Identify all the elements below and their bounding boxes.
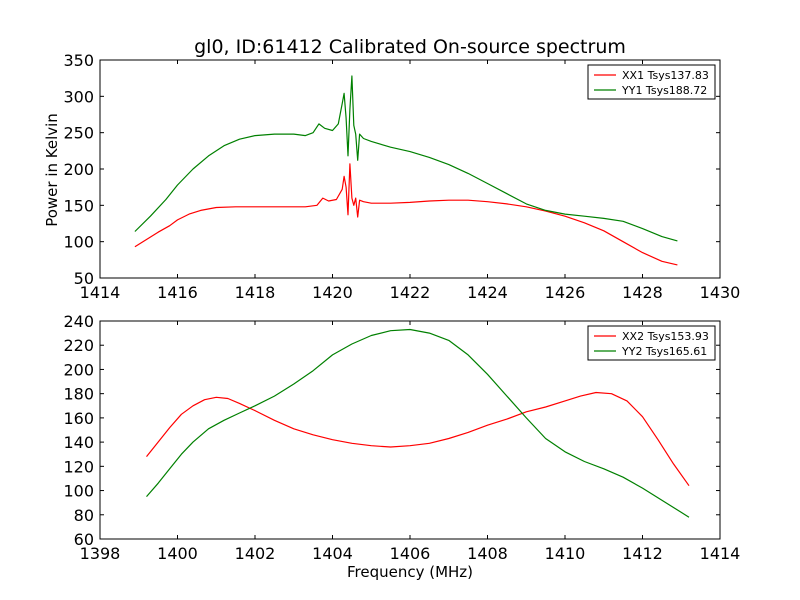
x-tick-label: 1402 [235, 544, 276, 563]
x-tick-label: 1416 [157, 283, 198, 302]
y-tick-label: 80 [74, 506, 94, 525]
series-line-2-1 [146, 391, 690, 487]
y-tick-label: 180 [63, 385, 94, 404]
y-tick-label: 160 [63, 409, 94, 428]
chart-panel-2: 1398 1400 1402 1404 1406 1408 1410 1412 1414 60 80… [63, 312, 740, 563]
series-line-1-1 [134, 163, 678, 266]
legend-entry: XX1 Tsys137.83 [622, 69, 709, 82]
y-tick-label: 120 [63, 457, 94, 476]
legend: XX2 Tsys153.93 YY2 Tsys165.61 [587, 325, 716, 361]
x-tick-label: 1422 [390, 283, 431, 302]
series-line-2-2 [146, 328, 690, 518]
x-tick-label: 1410 [545, 544, 586, 563]
chart-panel-1: 1414 1416 1418 1420 1422 1424 1426 1428 1430 50 10… [63, 51, 740, 302]
y-tick-label: 150 [63, 196, 94, 215]
y-tick-label: 200 [63, 360, 94, 379]
legend: XX1 Tsys137.83 YY1 Tsys188.72 [587, 64, 716, 100]
legend-entry: YY1 Tsys188.72 [621, 84, 707, 97]
x-tick-label: 1418 [235, 283, 276, 302]
y-tick-label: 240 [63, 312, 94, 331]
x-tick-label: 1420 [312, 283, 353, 302]
y-tick-label: 60 [74, 530, 94, 549]
x-tick-label: 1398 [80, 544, 121, 563]
x-tick-label: 1414 [700, 544, 741, 563]
series-line-1-2 [134, 75, 678, 242]
x-tick-label: 1414 [80, 283, 121, 302]
x-tick-label: 1428 [622, 283, 663, 302]
y-tick-label: 140 [63, 433, 94, 452]
x-tick-label: 1426 [545, 283, 586, 302]
x-tick-label: 1404 [312, 544, 353, 563]
legend-entry: XX2 Tsys153.93 [622, 330, 709, 343]
legend-entry: YY2 Tsys165.61 [621, 345, 707, 358]
x-tick-label: 1424 [467, 283, 508, 302]
chart-title: gl0, ID:61412 Calibrated On-source spect… [194, 36, 626, 58]
y-tick-label: 350 [63, 51, 94, 70]
y-tick-label: 100 [63, 233, 94, 252]
y-tick-label: 100 [63, 482, 94, 501]
x-axis-label: Frequency (MHz) [347, 563, 473, 581]
x-tick-label: 1408 [467, 544, 508, 563]
y-tick-label: 300 [63, 87, 94, 106]
legend-box [587, 325, 716, 361]
y-tick-label: 50 [74, 269, 94, 288]
y-tick-label: 200 [63, 160, 94, 179]
x-tick-label: 1412 [622, 544, 663, 563]
x-tick-label: 1400 [157, 544, 198, 563]
legend-box [587, 64, 716, 100]
y-tick-label: 220 [63, 336, 94, 355]
x-tick-label: 1406 [390, 544, 431, 563]
x-tick-label: 1430 [700, 283, 741, 302]
y-tick-label: 250 [63, 124, 94, 143]
y-axis-label: Power in Kelvin [43, 113, 61, 227]
